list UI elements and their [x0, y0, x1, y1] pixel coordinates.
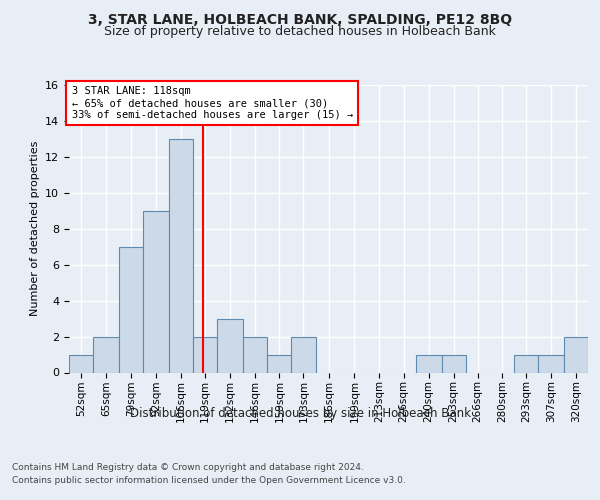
Bar [243, 336, 268, 372]
Bar [143, 211, 169, 372]
Bar [564, 336, 588, 372]
Bar [69, 354, 93, 372]
Y-axis label: Number of detached properties: Number of detached properties [29, 141, 40, 316]
Text: Contains public sector information licensed under the Open Government Licence v3: Contains public sector information licen… [12, 476, 406, 485]
Bar [169, 139, 193, 372]
Bar [268, 354, 292, 372]
Bar [119, 246, 143, 372]
Bar [514, 354, 538, 372]
Text: 3, STAR LANE, HOLBEACH BANK, SPALDING, PE12 8BQ: 3, STAR LANE, HOLBEACH BANK, SPALDING, P… [88, 12, 512, 26]
Text: Distribution of detached houses by size in Holbeach Bank: Distribution of detached houses by size … [130, 408, 470, 420]
Bar [93, 336, 119, 372]
Text: 3 STAR LANE: 118sqm
← 65% of detached houses are smaller (30)
33% of semi-detach: 3 STAR LANE: 118sqm ← 65% of detached ho… [71, 86, 353, 120]
Bar [217, 318, 243, 372]
Bar [538, 354, 564, 372]
Bar [442, 354, 466, 372]
Text: Size of property relative to detached houses in Holbeach Bank: Size of property relative to detached ho… [104, 25, 496, 38]
Text: Contains HM Land Registry data © Crown copyright and database right 2024.: Contains HM Land Registry data © Crown c… [12, 462, 364, 471]
Bar [193, 336, 217, 372]
Bar [416, 354, 442, 372]
Bar [292, 336, 316, 372]
